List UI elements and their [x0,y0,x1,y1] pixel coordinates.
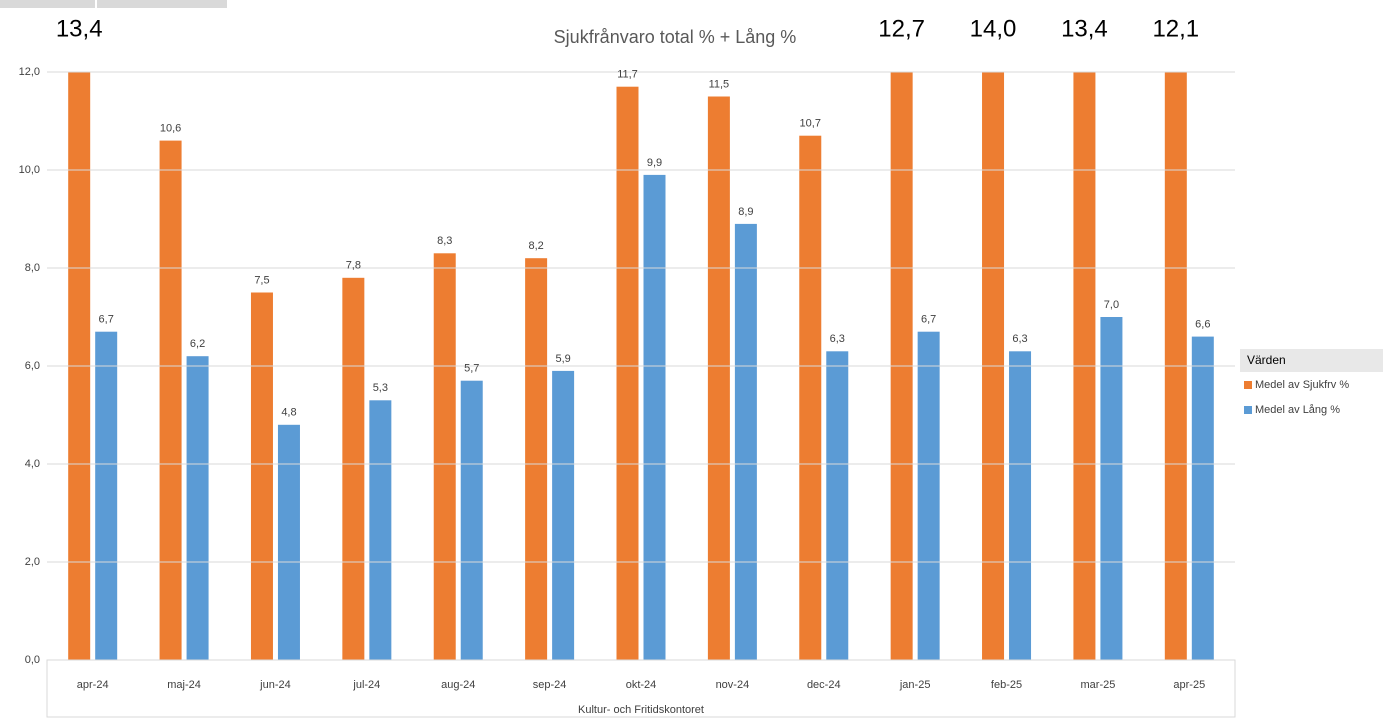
legend-swatch [1244,406,1252,414]
data-label: 13,4 [56,15,103,42]
x-tick-label: sep-24 [533,679,567,691]
data-label: 7,0 [1104,299,1119,311]
bar [616,86,639,660]
bar [369,400,392,660]
y-tick-label: 6,0 [25,360,40,372]
data-label: 8,3 [437,235,452,247]
data-label: 7,5 [254,274,269,286]
bar [342,277,365,660]
bar [643,174,666,660]
bar [277,424,300,660]
y-tick-label: 10,0 [19,164,40,176]
bar [95,331,118,660]
x-tick-label: jan-25 [899,679,931,691]
data-label: 11,5 [709,78,730,90]
y-tick-label: 2,0 [25,556,40,568]
bar [1191,336,1214,660]
y-tick-label: 12,0 [19,66,40,78]
bar [159,140,182,660]
bar [525,258,548,660]
data-label: 5,7 [464,363,479,375]
bar [917,331,940,660]
bars [68,72,1214,660]
data-label: 6,2 [190,338,205,350]
bar [734,223,757,660]
data-label: 9,9 [647,157,662,169]
bar [1164,72,1187,660]
data-label: 11,7 [617,69,638,81]
bar [433,253,456,660]
x-tick-label: apr-24 [77,679,109,691]
x-tick-label: nov-24 [716,679,750,691]
data-label: 12,1 [1152,15,1199,42]
legend-title: Värden [1247,353,1286,367]
data-label: 6,7 [99,314,114,326]
bar [982,72,1005,660]
data-label: 4,8 [281,407,296,419]
data-label: 10,6 [160,123,181,135]
bar [552,370,575,660]
data-label: 6,6 [1195,319,1210,331]
bar [1009,351,1032,660]
data-label: 7,8 [346,260,361,272]
data-label: 5,9 [555,353,570,365]
x-tick-label: maj-24 [167,679,201,691]
filter-button[interactable] [0,0,95,8]
legend-label: Medel av Sjukfrv % [1255,379,1349,391]
x-tick-label: okt-24 [626,679,657,691]
bar [1100,317,1123,660]
bar [460,380,483,660]
bar [707,96,730,660]
x-tick-label: aug-24 [441,679,475,691]
legend-swatch [1244,381,1252,389]
legend-label: Medel av Lång % [1255,404,1340,416]
data-label: 6,3 [830,333,845,345]
data-label: 8,9 [738,206,753,218]
chart-title: Sjukfrånvaro total % + Lång % [554,27,797,47]
x-axis-title: Kultur- och Fritidskontoret [578,704,704,716]
x-tick-label: jul-24 [352,679,380,691]
y-tick-label: 0,0 [25,654,40,666]
data-label: 14,0 [970,15,1017,42]
y-tick-label: 4,0 [25,458,40,470]
x-tick-label: feb-25 [991,679,1022,691]
data-label: 6,3 [1012,333,1027,345]
bar [890,72,913,660]
x-tick-label: jun-24 [259,679,291,691]
y-tick-label: 8,0 [25,262,40,274]
bar [826,351,849,660]
bar [799,135,822,660]
data-label: 10,7 [800,118,821,130]
filter-button[interactable] [97,0,227,8]
x-tick-label: apr-25 [1173,679,1205,691]
x-tick-label: dec-24 [807,679,841,691]
data-label: 8,2 [528,240,543,252]
bar [250,292,273,660]
legend-header [1240,349,1383,372]
bar [186,356,209,660]
x-tick-label: mar-25 [1081,679,1116,691]
data-label: 12,7 [878,15,925,42]
data-label: 13,4 [1061,15,1108,42]
data-label: 6,7 [921,314,936,326]
data-label: 5,3 [373,382,388,394]
